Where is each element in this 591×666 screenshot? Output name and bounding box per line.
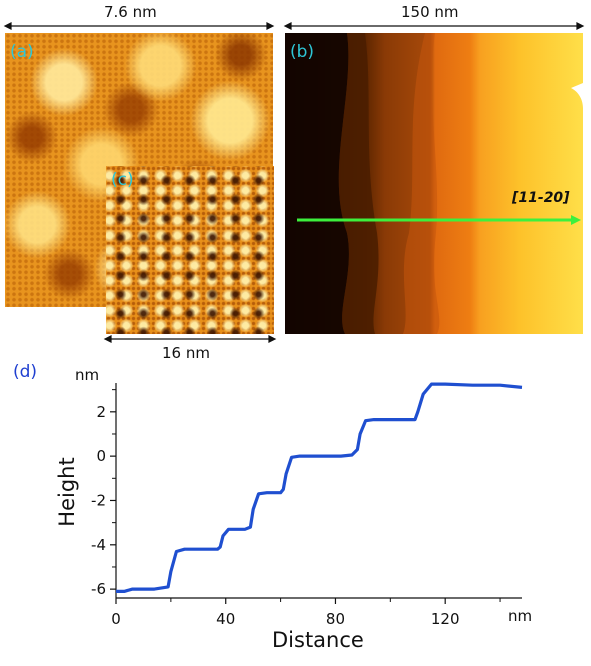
height-profile-line [116, 382, 523, 593]
x-tick-label: 120 [431, 610, 460, 628]
x-tick-label: 80 [326, 610, 345, 628]
x-axis-title: Distance [272, 628, 364, 652]
direction-label: [11-20] [512, 190, 570, 206]
stm-image-c [106, 166, 274, 334]
y-tick-label: 2 [96, 403, 106, 421]
terrace-edges-svg [285, 33, 583, 334]
scale-arrow-a [3, 22, 275, 30]
scale-arrow-b [283, 22, 585, 30]
scan-line-svg [297, 215, 581, 225]
panel-letter-a: (a) [10, 42, 34, 62]
panel-letter-c: (c) [111, 170, 134, 190]
y-unit-label: nm [75, 366, 100, 384]
x-unit-label: nm [508, 607, 533, 625]
y-tick-label: -4 [91, 536, 106, 554]
scale-label-a: 7.6 nm [104, 3, 157, 21]
y-tick-label: 0 [96, 447, 106, 465]
scale-label-c: 16 nm [162, 344, 210, 362]
y-tick-label: -2 [91, 491, 106, 509]
x-tick-label: 40 [216, 610, 235, 628]
panel-letter-b: (b) [290, 42, 315, 62]
y-tick-label: -6 [91, 580, 106, 598]
scale-bars-svg [3, 22, 585, 30]
panel-letter-d: (d) [13, 362, 38, 382]
scale-arrow-c [103, 335, 277, 343]
afm-image-b [285, 33, 583, 334]
scale-label-b: 150 nm [401, 3, 459, 21]
x-tick-label: 0 [111, 610, 121, 628]
